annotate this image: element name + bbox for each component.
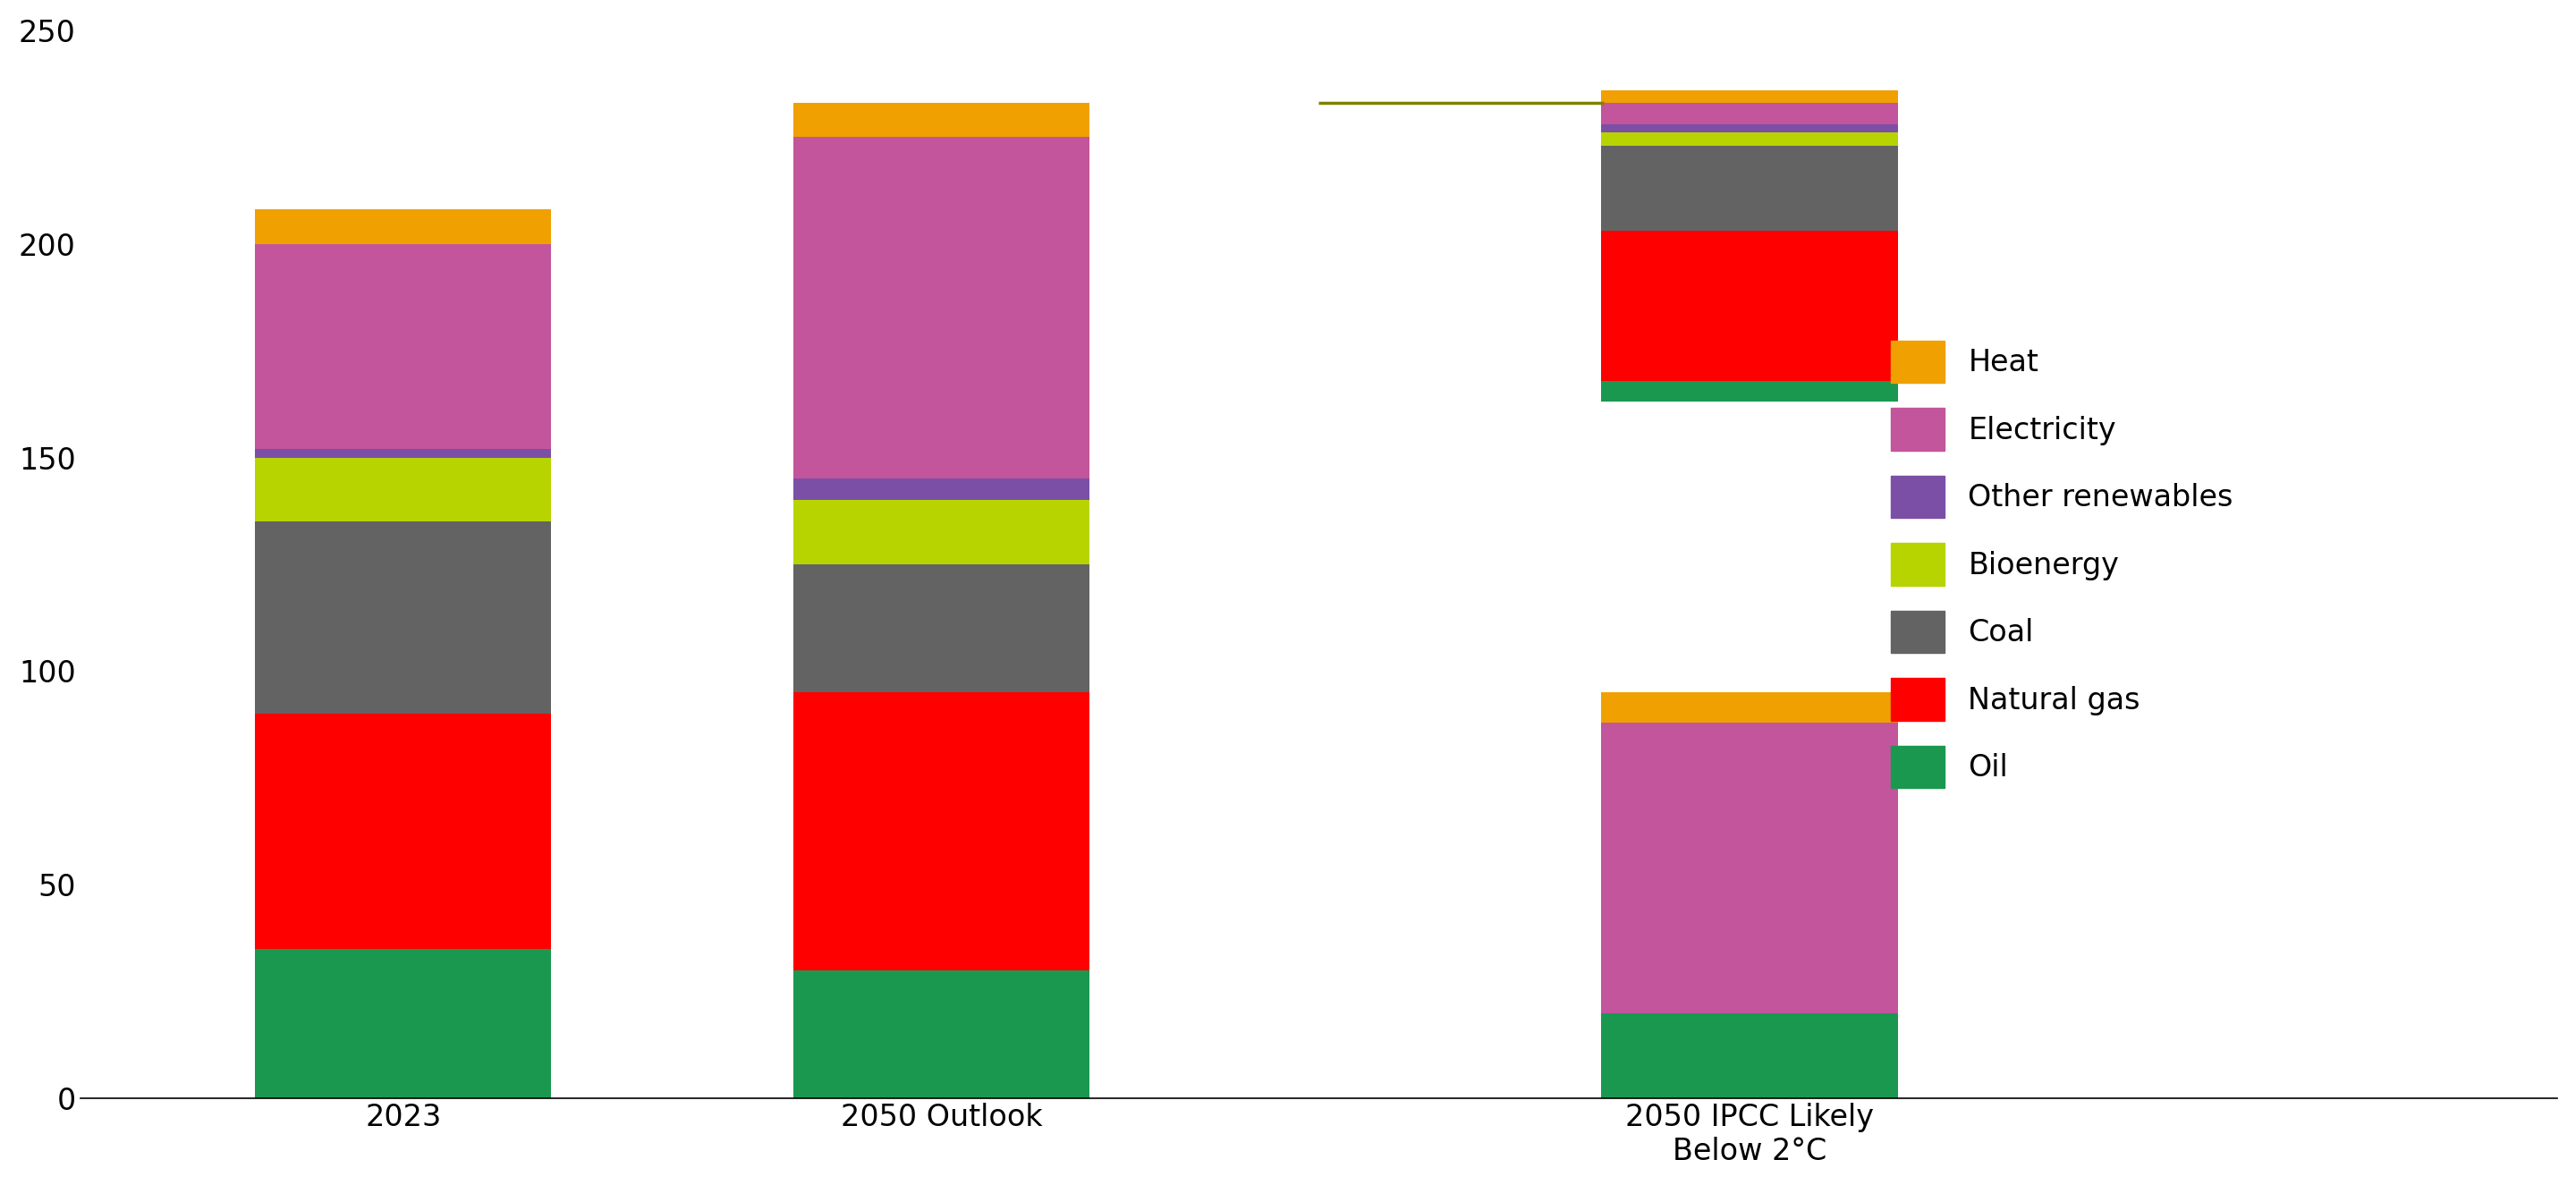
- Bar: [255, 713, 551, 949]
- Bar: [793, 692, 1090, 971]
- Bar: [255, 449, 551, 457]
- Bar: [255, 244, 551, 449]
- Bar: [255, 949, 551, 1098]
- Bar: [1602, 146, 1899, 231]
- Bar: [1602, 692, 1899, 723]
- Bar: [793, 564, 1090, 692]
- Bar: [793, 103, 1090, 137]
- Bar: [793, 137, 1090, 479]
- Bar: [255, 521, 551, 713]
- Bar: [793, 971, 1090, 1098]
- Bar: [793, 479, 1090, 500]
- Bar: [1602, 133, 1899, 146]
- Bar: [793, 500, 1090, 564]
- Bar: [1602, 1013, 1899, 1098]
- Bar: [1602, 90, 1899, 103]
- Bar: [1602, 124, 1899, 133]
- Bar: [1602, 103, 1899, 124]
- Bar: [1602, 723, 1899, 1013]
- Legend: Heat, Electricity, Other renewables, Bioenergy, Coal, Natural gas, Oil: Heat, Electricity, Other renewables, Bio…: [1878, 328, 2246, 800]
- Bar: [1602, 380, 1899, 402]
- Bar: [1602, 231, 1899, 380]
- Bar: [255, 210, 551, 244]
- Bar: [255, 457, 551, 521]
